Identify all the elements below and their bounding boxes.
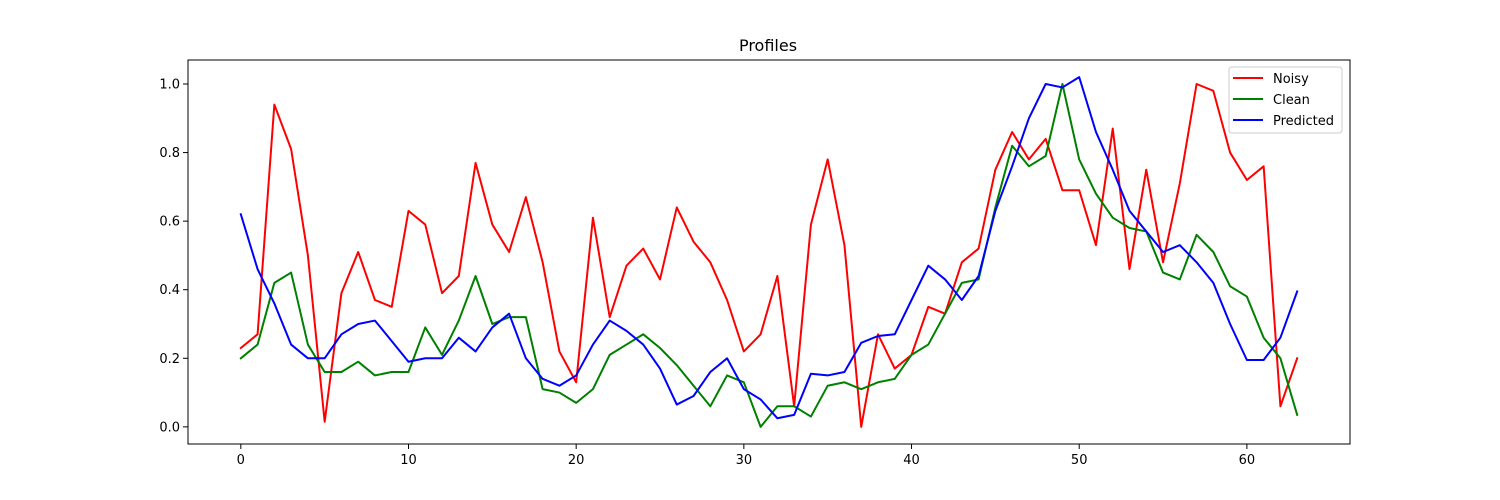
- x-axis: 0 10 20 30 40 50 60: [237, 444, 1255, 468]
- y-tick-label: 0.0: [159, 420, 180, 435]
- legend-label-noisy: Noisy: [1273, 72, 1309, 87]
- y-tick-label: 1.0: [159, 78, 180, 93]
- y-tick-label: 0.2: [159, 352, 180, 367]
- x-tick-label: 40: [903, 453, 920, 468]
- series-layer: [239, 76, 1299, 428]
- chart-title: Profiles: [739, 36, 797, 55]
- y-axis: 0.0 0.2 0.4 0.6 0.8 1.0: [159, 78, 188, 435]
- x-tick-label: 10: [400, 453, 417, 468]
- y-tick-label: 0.6: [159, 215, 180, 230]
- x-tick-label: 20: [568, 453, 585, 468]
- series-line-clean: [239, 83, 1299, 428]
- legend-label-predicted: Predicted: [1273, 114, 1334, 129]
- legend-box: [1228, 66, 1343, 134]
- legend: Noisy Clean Predicted: [1228, 66, 1343, 134]
- series-line-predicted: [239, 76, 1299, 420]
- x-tick-label: 0: [237, 453, 245, 468]
- legend-label-clean: Clean: [1273, 93, 1310, 108]
- plot-area: [187, 59, 1351, 445]
- y-tick-label: 0.4: [159, 283, 180, 298]
- x-tick-label: 50: [1071, 453, 1088, 468]
- y-tick-label: 0.8: [159, 146, 180, 161]
- x-tick-label: 60: [1239, 453, 1256, 468]
- series-line-noisy: [239, 83, 1299, 428]
- x-tick-label: 30: [736, 453, 753, 468]
